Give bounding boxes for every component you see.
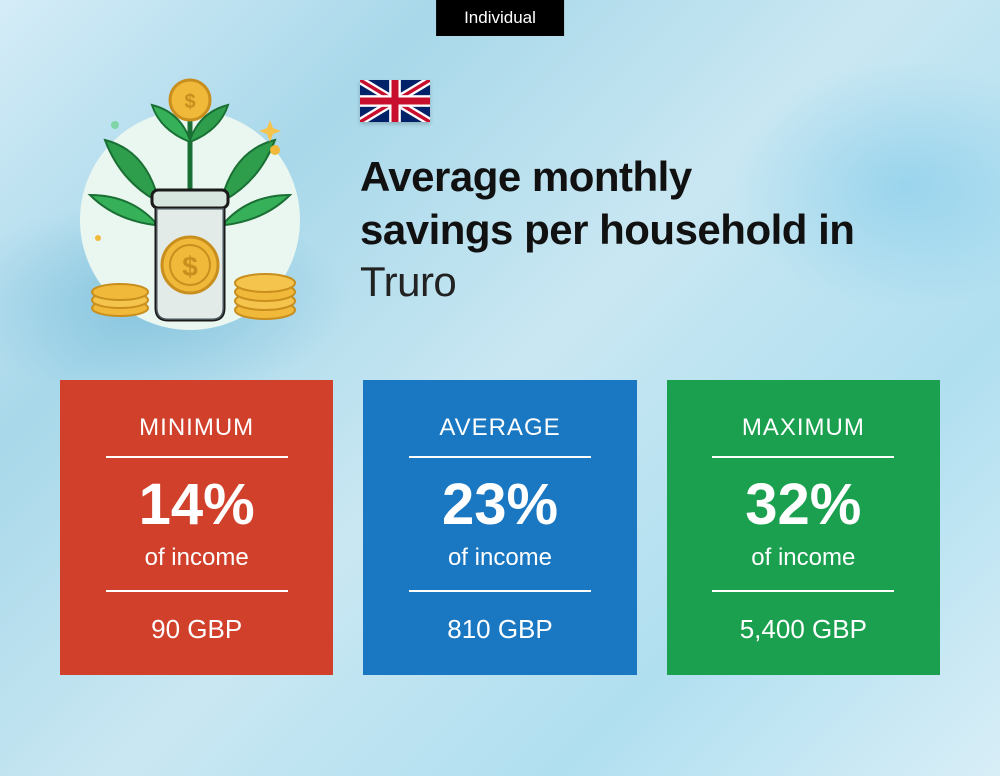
title-line-1: Average monthly	[360, 153, 692, 200]
card-label: AVERAGE	[439, 414, 560, 442]
uk-flag-icon	[360, 80, 430, 122]
stat-card-average: AVERAGE 23% of income 810 GBP	[363, 380, 636, 675]
card-amount: 90 GBP	[151, 614, 242, 645]
stat-cards-row: MINIMUM 14% of income 90 GBP AVERAGE 23%…	[0, 350, 1000, 715]
divider	[409, 590, 591, 592]
card-percent: 14%	[139, 476, 255, 534]
card-amount: 5,400 GBP	[740, 614, 867, 645]
card-subtext: of income	[751, 544, 855, 572]
svg-text:$: $	[182, 251, 198, 282]
divider	[712, 590, 894, 592]
page-title: Average monthly savings per household in…	[360, 151, 940, 309]
stat-card-minimum: MINIMUM 14% of income 90 GBP	[60, 380, 333, 675]
title-line-2: savings per household in	[360, 206, 854, 253]
card-label: MINIMUM	[139, 414, 254, 442]
category-badge: Individual	[436, 0, 564, 36]
stat-card-maximum: MAXIMUM 32% of income 5,400 GBP	[667, 380, 940, 675]
card-percent: 32%	[745, 476, 861, 534]
city-name: Truro	[360, 258, 456, 305]
divider	[106, 456, 288, 458]
divider	[106, 590, 288, 592]
divider	[409, 456, 591, 458]
svg-text:$: $	[184, 91, 195, 113]
card-subtext: of income	[448, 544, 552, 572]
card-label: MAXIMUM	[742, 414, 865, 442]
title-block: Average monthly savings per household in…	[360, 70, 940, 309]
savings-illustration: $ $	[60, 70, 320, 330]
card-amount: 810 GBP	[447, 614, 553, 645]
card-subtext: of income	[145, 544, 249, 572]
divider	[712, 456, 894, 458]
hero-section: $ $ Average monthly sa	[0, 0, 1000, 350]
card-percent: 23%	[442, 476, 558, 534]
